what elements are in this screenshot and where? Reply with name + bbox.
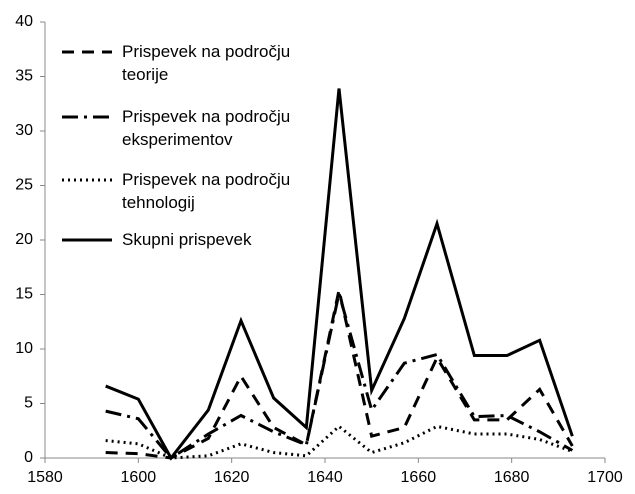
series-line: [105, 88, 574, 461]
x-tick-label: 1640: [307, 469, 343, 486]
legend-label: Skupni prispevek: [122, 230, 252, 249]
series-line: [105, 289, 574, 460]
y-tick-label: 20: [15, 231, 33, 248]
y-tick-label: 40: [15, 13, 33, 30]
y-tick-label: 35: [15, 68, 33, 85]
y-tick-label: 0: [24, 449, 33, 466]
y-tick-label: 10: [15, 340, 33, 357]
y-tick-label: 30: [15, 122, 33, 139]
legend-label: Prispevek na področju tehnologij: [122, 170, 291, 212]
y-tick-label: 25: [15, 177, 33, 194]
series-line: [105, 293, 574, 460]
x-tick-label: 1600: [121, 469, 157, 486]
x-tick-label: 1680: [494, 469, 530, 486]
legend-label: Prispevek na področju eksperimentov: [122, 107, 291, 149]
x-tick-label: 1620: [214, 469, 250, 486]
x-tick-label: 1660: [401, 469, 437, 486]
y-tick-label: 5: [24, 395, 33, 412]
legend-label: Prispevek na področju teorije: [122, 42, 291, 84]
y-tick-label: 15: [15, 286, 33, 303]
x-tick-label: 1700: [587, 469, 623, 486]
x-tick-label: 1580: [27, 469, 63, 486]
